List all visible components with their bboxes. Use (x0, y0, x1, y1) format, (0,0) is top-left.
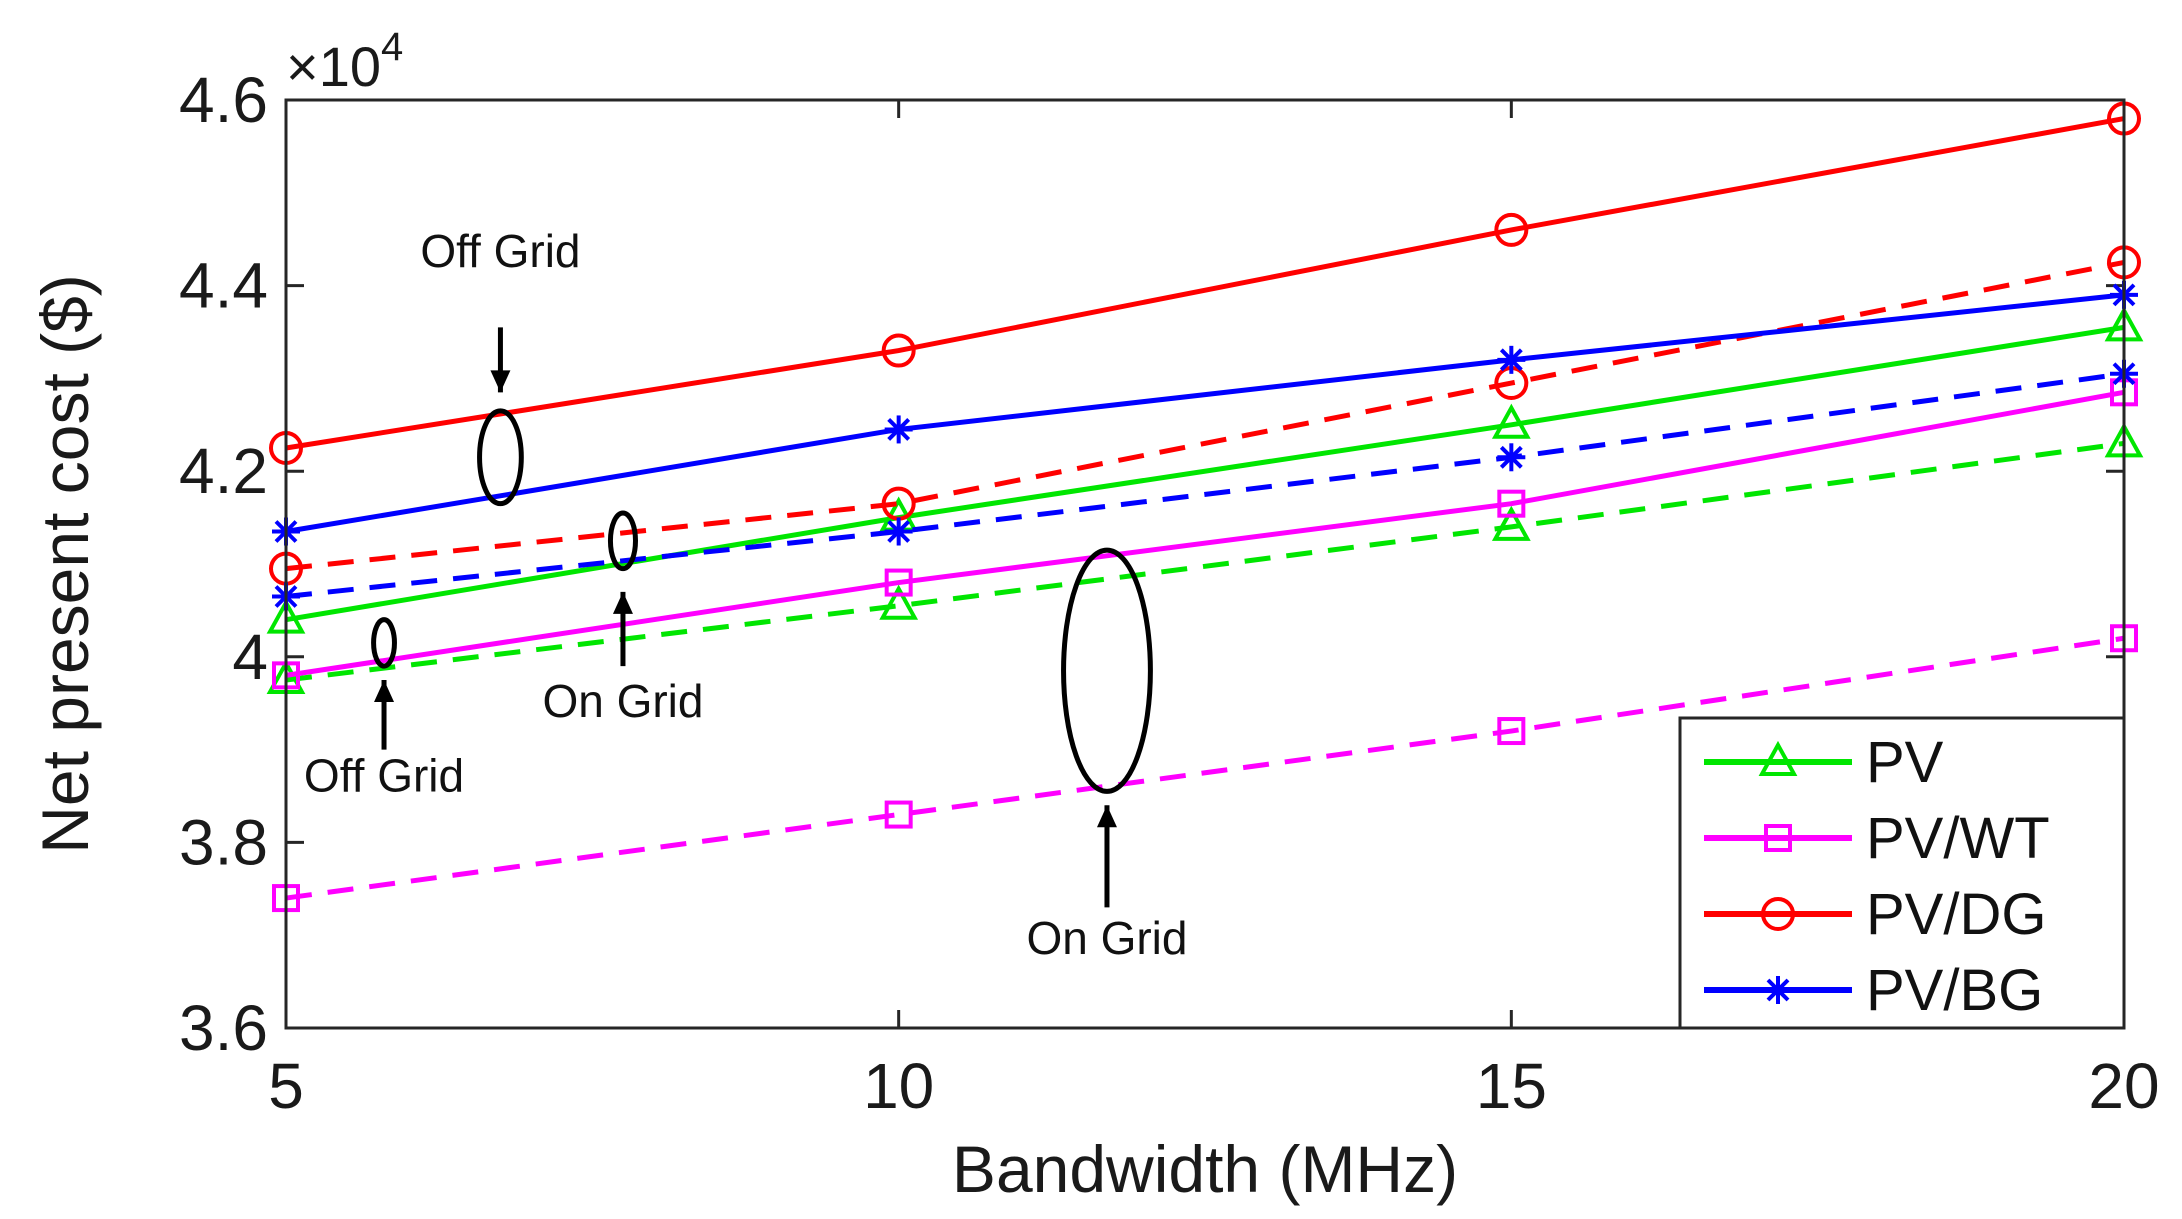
annotation-ellipse (607, 510, 638, 572)
data-point-stroke (887, 520, 911, 543)
series-line (285, 292, 2125, 534)
data-point (1494, 212, 1529, 247)
legend-item: PV/BG (1704, 958, 2043, 1023)
y-tick-label: 3.8 (179, 806, 268, 878)
annotation-ellipse (477, 408, 524, 507)
annotation-label: On Grid (542, 675, 703, 727)
y-tick-label: 4 (232, 621, 268, 693)
legend-box (1678, 716, 2126, 1030)
plot-frame (284, 98, 2126, 1030)
annotation-on-grid: On Grid (1026, 547, 1187, 964)
series-line (285, 371, 2125, 599)
series-line (285, 389, 2125, 678)
legend-marker (1764, 976, 1792, 1004)
y-multiplier: ×104 (286, 25, 403, 98)
data-point (1491, 403, 1531, 439)
legend-item: PV/WT (1704, 806, 2050, 871)
y-tick-label: 4.2 (179, 435, 268, 507)
y-tick-label: 4.6 (179, 64, 268, 136)
x-tick-label: 15 (1476, 1050, 1547, 1122)
legend: PV PV/WT PV/DG PV/BG (1678, 716, 2126, 1030)
annotation-ellipse (371, 617, 397, 669)
series-line (285, 324, 2125, 623)
data-point (1491, 505, 1531, 541)
y-axis-title: Net present cost ($) (28, 274, 102, 854)
annotation-off-grid: Off Grid (304, 617, 464, 801)
data-point (884, 568, 913, 597)
legend-label: PV/WT (1866, 806, 2050, 871)
series-layer (266, 101, 2144, 913)
annotation-arrow-head (1096, 805, 1117, 828)
legend-marker (1761, 897, 1795, 931)
data-point (1497, 489, 1526, 518)
data-point (879, 584, 919, 620)
annotation-on-grid: On Grid (542, 510, 703, 727)
data-point (1497, 443, 1526, 472)
x-tick-label: 5 (268, 1050, 304, 1122)
legend-marker (1764, 824, 1792, 852)
legend-item: PV/DG (1704, 882, 2047, 947)
annotation-off-grid: Off Grid (420, 225, 581, 507)
legend-marker-stroke (1766, 978, 1790, 1002)
legend-label: PV/BG (1866, 958, 2043, 1023)
tick-labels: 5 10 15 20 3.6 3.8 4 4.2 4.4 4.6 (179, 64, 2160, 1122)
legend-label: PV (1866, 730, 1944, 795)
series-line (285, 635, 2125, 901)
data-point (881, 333, 916, 368)
y-multiplier-prefix: ×10 (286, 35, 381, 98)
legend-item: PV (1704, 730, 1944, 795)
data-point (1497, 345, 1526, 374)
y-multiplier-exponent: 4 (381, 25, 403, 69)
data-point (884, 517, 913, 546)
data-point-stroke (887, 418, 911, 441)
data-point (884, 800, 913, 829)
data-point-stroke (1499, 445, 1523, 469)
series-line (285, 440, 2125, 683)
y-tick-label: 3.6 (179, 992, 268, 1064)
annotation-arrow-head (612, 591, 633, 614)
x-tick-label: 20 (2088, 1050, 2159, 1122)
annotation-label: Off Grid (304, 749, 464, 801)
y-tick-label: 4.4 (179, 250, 268, 322)
legend-label: PV/DG (1866, 882, 2047, 947)
annotation-ellipse (1061, 547, 1153, 794)
annotation-arrow-head (490, 370, 511, 393)
series-line (285, 116, 2125, 451)
annotation-label: Off Grid (420, 225, 580, 277)
data-point (1497, 717, 1526, 746)
series-line (285, 259, 2125, 572)
data-point (884, 415, 913, 444)
annotation-arrow-head (374, 680, 395, 702)
annotation-label: On Grid (1026, 912, 1187, 964)
data-point-stroke (1499, 348, 1523, 372)
x-axis-title: Bandwidth (MHz) (952, 1132, 1458, 1206)
legend-marker (1758, 740, 1798, 776)
annotations: Off Grid On Grid Off Grid On Grid (304, 225, 1188, 964)
x-tick-label: 10 (863, 1050, 934, 1122)
